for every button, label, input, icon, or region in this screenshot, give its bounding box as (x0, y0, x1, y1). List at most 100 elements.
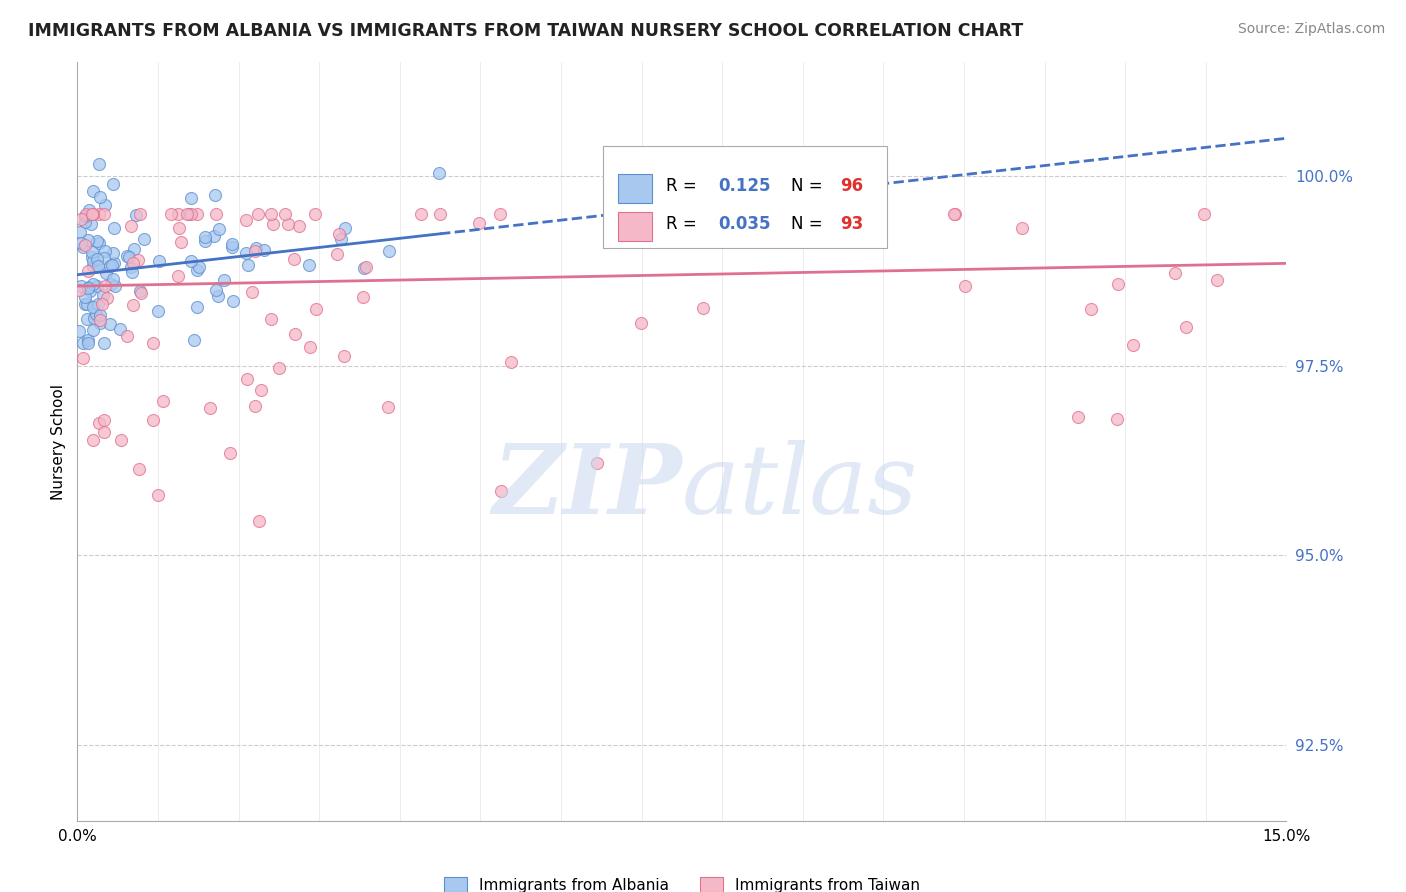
Point (236, 259, 259, 273)
Point (212, 273, 235, 287)
Text: R =: R = (666, 215, 702, 233)
Point (87, 157, 110, 171)
Point (120, 260, 142, 275)
Point (235, 213, 257, 227)
Point (82, 184, 104, 198)
FancyBboxPatch shape (617, 211, 652, 241)
Point (72, 240, 94, 254)
Point (186, 207, 208, 221)
Point (1066, 409, 1088, 424)
Point (187, 260, 209, 274)
Text: N =: N = (790, 215, 828, 233)
Text: 0.125: 0.125 (718, 177, 770, 195)
Point (692, 301, 714, 316)
Point (1011, 221, 1033, 235)
Point (630, 316, 652, 330)
Point (429, 207, 451, 221)
Point (148, 253, 170, 268)
Point (110, 434, 132, 448)
Point (377, 401, 399, 415)
Point (328, 227, 350, 242)
Point (828, 207, 851, 221)
Point (183, 333, 205, 347)
Point (253, 244, 276, 258)
Point (67, 325, 90, 339)
Point (122, 298, 145, 312)
Point (134, 232, 156, 246)
Point (77, 233, 100, 247)
Point (82, 277, 104, 292)
Point (222, 293, 245, 308)
Point (103, 220, 125, 235)
Point (488, 207, 510, 221)
Point (72, 351, 94, 366)
Point (167, 221, 190, 235)
Point (94, 244, 117, 258)
Point (707, 207, 730, 221)
Point (236, 371, 259, 385)
Point (87, 235, 110, 250)
Point (128, 207, 150, 221)
Point (120, 219, 142, 233)
Point (82, 207, 104, 221)
Point (80, 250, 103, 264)
Point (75, 207, 97, 221)
Point (96, 291, 118, 305)
Point (352, 290, 374, 304)
Point (277, 217, 299, 231)
Point (125, 208, 148, 222)
Point (1164, 266, 1187, 280)
Point (69, 278, 91, 293)
Point (243, 244, 266, 258)
FancyBboxPatch shape (603, 145, 887, 248)
Point (94, 278, 117, 293)
Point (194, 235, 217, 249)
Point (93, 413, 115, 427)
Point (219, 446, 242, 460)
Point (115, 249, 138, 263)
Text: 93: 93 (841, 215, 863, 233)
Text: 0.035: 0.035 (718, 215, 770, 233)
Point (100, 277, 122, 291)
Point (247, 207, 270, 221)
Legend: Immigrants from Albania, Immigrants from Taiwan: Immigrants from Albania, Immigrants from… (436, 869, 928, 892)
Point (103, 177, 125, 191)
Point (93, 425, 115, 439)
Point (235, 245, 257, 260)
Point (221, 240, 243, 254)
Point (70, 211, 93, 226)
Point (87, 416, 110, 430)
Point (93, 252, 115, 266)
Point (166, 207, 188, 221)
Point (98, 317, 121, 331)
Point (82, 434, 104, 448)
Point (73, 210, 96, 224)
Point (262, 217, 284, 231)
Point (198, 401, 221, 416)
Point (77, 202, 100, 217)
Point (86, 279, 108, 293)
Point (100, 258, 122, 272)
Point (93, 287, 115, 301)
Point (72, 336, 94, 351)
Point (305, 302, 328, 317)
Point (299, 340, 322, 354)
Point (77, 264, 100, 278)
Point (101, 272, 124, 286)
Point (489, 484, 512, 499)
Point (1107, 277, 1129, 291)
Point (122, 242, 145, 256)
Point (661, 218, 683, 232)
Point (82, 245, 104, 260)
Point (177, 207, 200, 221)
Point (1174, 319, 1197, 334)
Point (73, 215, 96, 229)
Point (260, 312, 283, 326)
Point (98, 259, 121, 273)
Point (94, 197, 117, 211)
Point (127, 252, 149, 267)
Point (148, 488, 170, 502)
Text: Source: ZipAtlas.com: Source: ZipAtlas.com (1237, 22, 1385, 37)
Point (329, 232, 352, 246)
Point (221, 237, 243, 252)
